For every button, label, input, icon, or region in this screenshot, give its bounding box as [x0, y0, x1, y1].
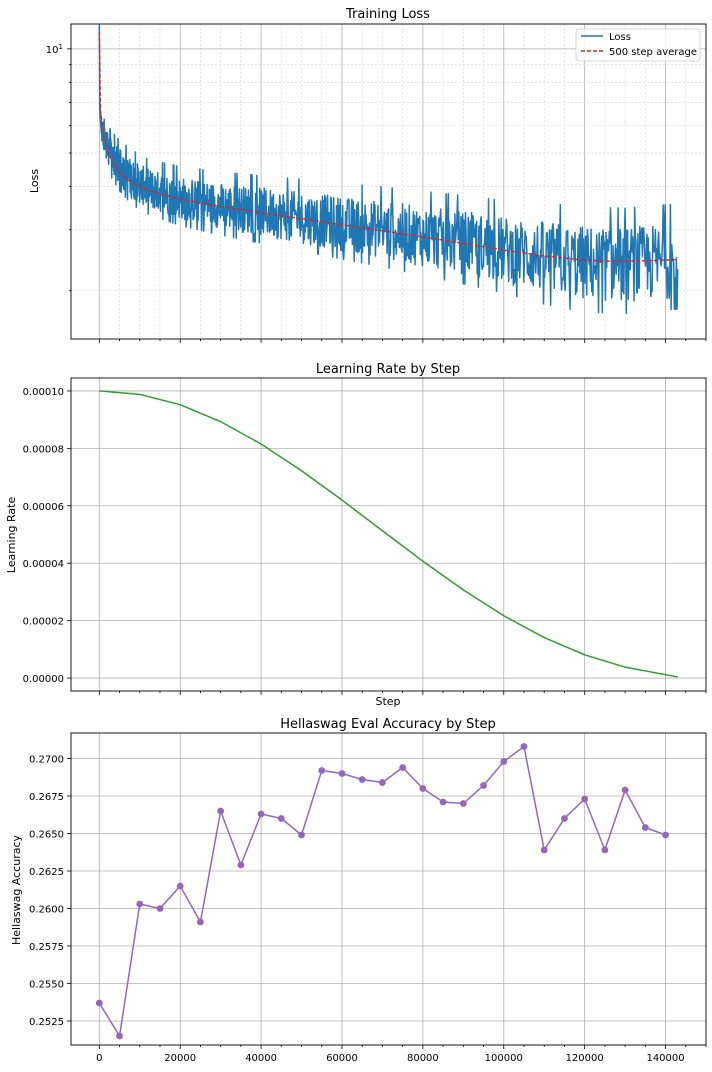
hellaswag-point: [358, 776, 366, 783]
loss-series-line: [98, 24, 679, 315]
lr-y-ticklabel: 0.00004: [23, 559, 64, 570]
legend-loss-label: Loss: [609, 32, 631, 43]
hellaswag-chart-series: [95, 743, 669, 1040]
hellaswag-series-line: [98, 745, 666, 1039]
hs-x-ticklabel: 100000: [485, 1053, 523, 1064]
lr-y-ticklabel: 0.00008: [23, 444, 64, 455]
hs-y-ticklabel: 0.2650: [29, 830, 64, 841]
hellaswag-point: [662, 831, 669, 839]
hs-y-ticklabel: 0.2675: [29, 792, 64, 803]
hellaswag-point: [277, 815, 285, 822]
hellaswag-point: [156, 905, 164, 912]
hellaswag-point: [217, 807, 225, 815]
hellaswag-point: [318, 767, 326, 774]
learning-rate-chart-ticks: 0.00000 0.00002 0.00004 0.00006 0.00008 0.000…: [23, 387, 707, 695]
hs-y-ticklabel: 0.2525: [29, 1017, 64, 1028]
hellaswag-point: [561, 815, 568, 822]
loss-chart-title: Training Loss: [345, 7, 430, 22]
lr-y-ticklabel: 0.00006: [23, 502, 64, 513]
hellaswag-point: [197, 918, 204, 926]
hellaswag-point: [338, 770, 346, 777]
hellaswag-chart-frame: [70, 732, 707, 1046]
hellaswag-point: [136, 900, 144, 908]
hellaswag-chart-ylabel: Hellaswag Accuracy: [10, 834, 23, 945]
hellaswag-chart-grid: [71, 733, 706, 1045]
hs-x-ticklabel: 80000: [407, 1053, 439, 1064]
learning-rate-chart-ylabel: Learning Rate: [5, 497, 18, 574]
learning-rate-chart-xlabel: Step: [375, 695, 400, 708]
hellaswag-point: [500, 758, 508, 765]
hellaswag-point: [540, 846, 548, 854]
learning-rate-chart-grid: [71, 378, 706, 691]
hellaswag-point: [176, 882, 184, 890]
lr-y-ticklabel: 0.00002: [23, 617, 64, 628]
hellaswag-point: [581, 795, 589, 803]
hellaswag-point: [237, 861, 245, 869]
loss-chart-series: [98, 24, 679, 315]
hs-y-ticklabel: 0.2550: [29, 980, 64, 991]
hellaswag-chart: Hellaswag Eval Accuracy by Step Hellaswa…: [10, 717, 707, 1064]
hellaswag-point: [379, 779, 386, 786]
hs-x-ticklabel: 140000: [646, 1053, 684, 1064]
hs-y-ticklabel: 0.2575: [29, 942, 64, 953]
lr-y-ticklabel: 0.00000: [23, 674, 64, 685]
loss-chart-frame: [70, 23, 707, 340]
hellaswag-point: [601, 846, 609, 854]
hs-x-ticklabel: 120000: [566, 1053, 604, 1064]
hellaswag-point: [298, 831, 305, 839]
learning-rate-chart-frame: [70, 377, 707, 692]
hellaswag-point: [399, 764, 407, 771]
hellaswag-chart-ticks: 0 20000 40000 60000 80000 100000 120000 140000 0…: [29, 755, 707, 1064]
hellaswag-point: [257, 810, 265, 818]
hs-y-ticklabel: 0.2625: [29, 867, 64, 878]
lr-y-ticklabel: 0.00010: [23, 387, 64, 398]
learning-rate-chart: Learning Rate by Step Learning Rate Step…: [5, 362, 707, 708]
hs-x-ticklabel: 20000: [164, 1053, 196, 1064]
hellaswag-chart-title: Hellaswag Eval Accuracy by Step: [280, 717, 496, 732]
hs-y-ticklabel: 0.2700: [29, 755, 64, 766]
hs-x-ticklabel: 40000: [245, 1053, 277, 1064]
hs-x-ticklabel: 60000: [326, 1053, 358, 1064]
learning-rate-chart-title: Learning Rate by Step: [316, 362, 460, 377]
hellaswag-point: [641, 824, 649, 831]
hellaswag-point: [480, 782, 487, 789]
hs-y-ticklabel: 0.2600: [29, 905, 64, 916]
hellaswag-point: [520, 743, 528, 750]
hellaswag-point: [116, 1032, 123, 1040]
hellaswag-point: [439, 798, 447, 806]
loss-chart: Training Loss Loss 101 Loss 500 step ave…: [28, 7, 707, 343]
legend-average-label: 500 step average: [609, 47, 697, 58]
hellaswag-point: [95, 999, 103, 1007]
hellaswag-point: [459, 800, 467, 807]
hellaswag-point: [621, 786, 629, 794]
loss-chart-ylabel: Loss: [28, 169, 41, 193]
loss-y-ticklabel: 101: [46, 43, 63, 56]
learning-rate-series-line: [99, 390, 678, 678]
learning-rate-chart-series: [99, 390, 678, 678]
hellaswag-point: [419, 785, 427, 792]
loss-chart-legend: Loss 500 step average: [575, 28, 701, 62]
hs-x-ticklabel: 0: [96, 1053, 102, 1064]
